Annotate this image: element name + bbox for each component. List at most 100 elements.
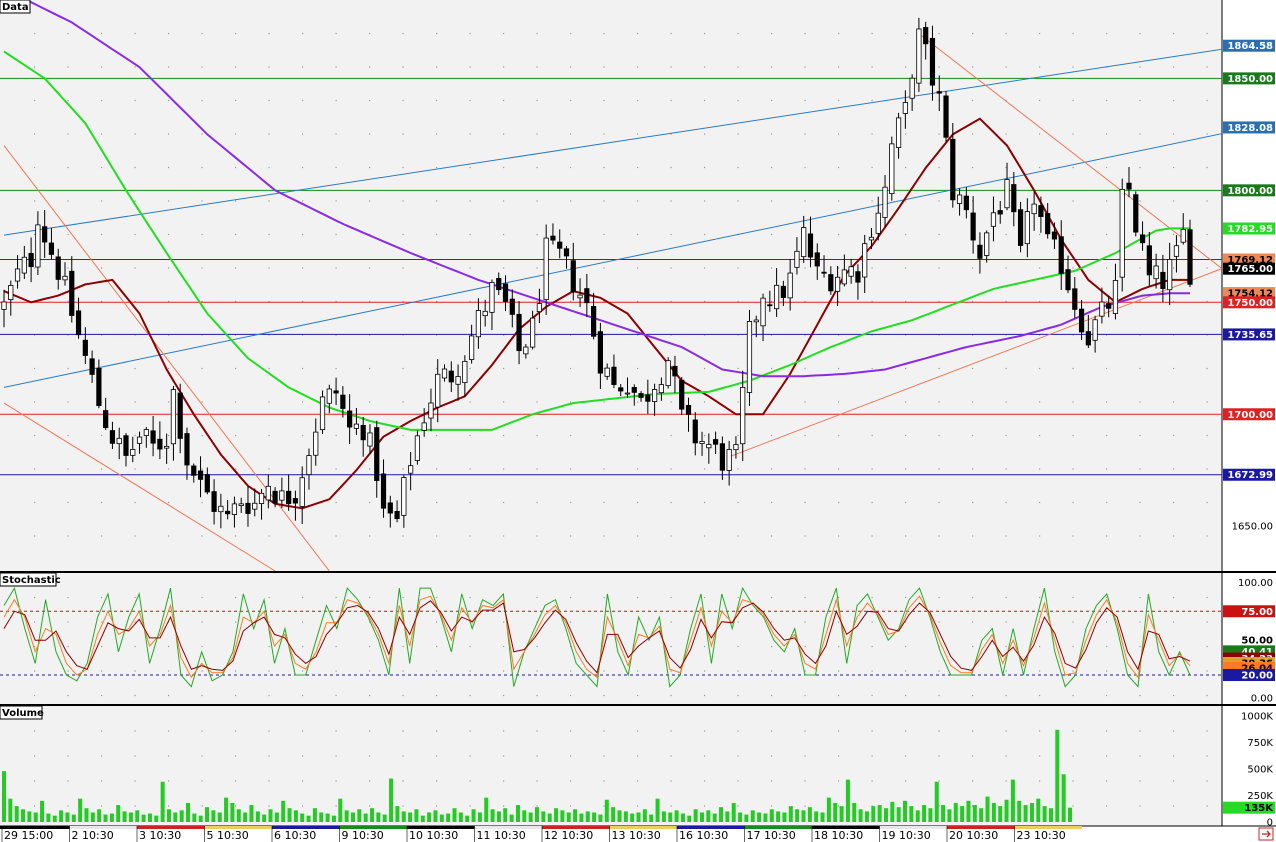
volume-bar[interactable]	[33, 812, 38, 822]
candle[interactable]	[14, 255, 21, 289]
volume-bar[interactable]	[21, 809, 26, 822]
candle[interactable]	[889, 136, 895, 201]
volume-bar[interactable]	[972, 805, 977, 822]
volume-bar[interactable]	[782, 812, 787, 822]
candle[interactable]	[834, 266, 841, 306]
candle[interactable]	[82, 327, 88, 364]
volume-bar[interactable]	[858, 809, 863, 822]
volume-bar[interactable]	[909, 806, 914, 822]
volume-bar[interactable]	[522, 810, 527, 822]
candle[interactable]	[435, 359, 441, 423]
price-axis[interactable]	[1222, 0, 1276, 571]
volume-bar[interactable]	[471, 809, 476, 822]
candle[interactable]	[672, 355, 678, 393]
candle[interactable]	[367, 424, 373, 455]
candle[interactable]	[333, 377, 339, 406]
volume-bar[interactable]	[490, 809, 495, 822]
volume-bar[interactable]	[186, 802, 191, 822]
volume-bar[interactable]	[719, 807, 724, 822]
volume-bar[interactable]	[642, 809, 647, 822]
volume-bar[interactable]	[814, 811, 819, 822]
candle[interactable]	[963, 186, 969, 219]
candle[interactable]	[136, 431, 143, 454]
volume-bar[interactable]	[573, 809, 578, 822]
volume-bar[interactable]	[2, 771, 6, 822]
volume-bar[interactable]	[985, 796, 990, 822]
volume-bar[interactable]	[579, 813, 584, 822]
volume-bar[interactable]	[712, 813, 717, 822]
volume-bar[interactable]	[903, 800, 908, 822]
candle[interactable]	[272, 487, 278, 508]
candle[interactable]	[597, 322, 603, 389]
candle[interactable]	[746, 309, 753, 406]
volume-bar[interactable]	[915, 810, 920, 822]
volume-bar[interactable]	[414, 809, 419, 822]
candle[interactable]	[1092, 315, 1098, 353]
stochastic-pane[interactable]	[0, 573, 1222, 704]
candle[interactable]	[286, 474, 292, 511]
volume-bar[interactable]	[27, 811, 32, 822]
volume-bar[interactable]	[979, 808, 984, 822]
volume-bar[interactable]	[262, 814, 267, 822]
candle[interactable]	[489, 279, 495, 331]
volume-bar[interactable]	[877, 805, 882, 822]
candle[interactable]	[997, 200, 1003, 224]
volume-bar[interactable]	[693, 809, 698, 822]
candle[interactable]	[550, 223, 556, 245]
volume-bar[interactable]	[325, 813, 330, 822]
candle[interactable]	[936, 75, 942, 112]
volume-bar[interactable]	[585, 811, 590, 822]
volume-bar[interactable]	[795, 809, 800, 822]
candle[interactable]	[1139, 221, 1146, 251]
candle[interactable]	[475, 298, 482, 349]
candle[interactable]	[719, 436, 725, 480]
volume-bar[interactable]	[1010, 779, 1015, 822]
candle[interactable]	[645, 379, 651, 414]
volume-bar[interactable]	[864, 811, 869, 822]
stochastic-series-line[interactable]	[3, 600, 1191, 674]
candle[interactable]	[1017, 201, 1024, 253]
candle[interactable]	[929, 25, 936, 101]
candle[interactable]	[563, 246, 570, 269]
volume-bar[interactable]	[14, 806, 19, 822]
volume-bar[interactable]	[509, 814, 514, 822]
candle[interactable]	[665, 357, 671, 389]
candle[interactable]	[1106, 295, 1112, 318]
candle[interactable]	[225, 500, 231, 520]
candle[interactable]	[591, 292, 597, 340]
volume-bar[interactable]	[991, 802, 996, 822]
trend-line[interactable]	[3, 128, 1251, 388]
volume-bar[interactable]	[281, 800, 286, 822]
volume-bar[interactable]	[65, 812, 70, 822]
volume-bar[interactable]	[71, 814, 76, 822]
candle[interactable]	[150, 416, 156, 457]
candle[interactable]	[679, 376, 685, 415]
candle[interactable]	[611, 354, 617, 389]
volume-bar[interactable]	[331, 815, 336, 822]
price-tag[interactable]: 1672.99	[1223, 468, 1275, 482]
volume-bar[interactable]	[192, 813, 197, 822]
candle[interactable]	[509, 289, 515, 328]
price-tag[interactable]: 1735.65	[1223, 328, 1275, 341]
candle[interactable]	[780, 280, 786, 306]
volume-bar[interactable]	[420, 815, 425, 822]
candle[interactable]	[713, 431, 719, 455]
candle[interactable]	[1167, 242, 1173, 306]
volume-bar[interactable]	[147, 813, 152, 822]
candle[interactable]	[414, 430, 421, 465]
stochastic-tag[interactable]: 20.00	[1223, 669, 1275, 682]
candle[interactable]	[164, 433, 170, 464]
candle[interactable]	[658, 377, 664, 401]
candle[interactable]	[530, 310, 536, 350]
volume-bar[interactable]	[198, 815, 203, 822]
candle[interactable]	[109, 421, 116, 450]
volume-bar[interactable]	[845, 779, 850, 822]
price-tag[interactable]: 1850.00	[1223, 72, 1275, 85]
candle[interactable]	[1024, 198, 1030, 258]
candle[interactable]	[1119, 178, 1125, 292]
volume-bar[interactable]	[287, 808, 292, 822]
volume-bar[interactable]	[90, 812, 95, 822]
volume-bar[interactable]	[8, 798, 13, 822]
candle[interactable]	[238, 497, 244, 513]
volume-bar[interactable]	[706, 810, 711, 822]
